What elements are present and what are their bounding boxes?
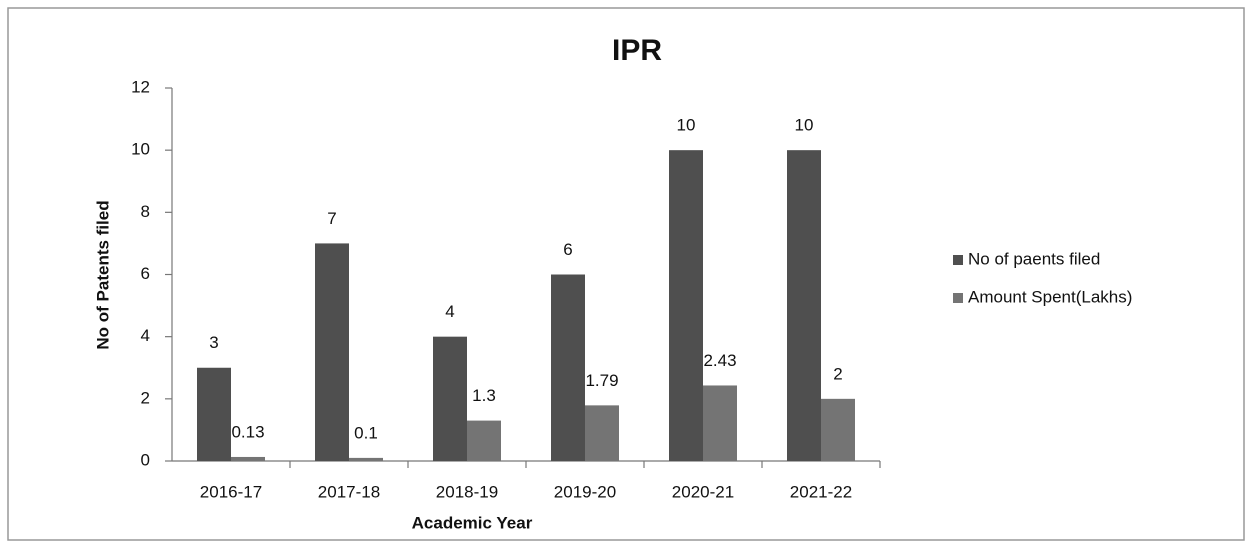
bar	[349, 457, 383, 461]
data-label: 2	[833, 364, 842, 383]
x-tick-label: 2018-19	[436, 482, 498, 501]
bar	[787, 150, 821, 461]
legend-swatch	[953, 255, 963, 265]
chart-frame	[7, 7, 1245, 541]
legend-label: No of paents filed	[968, 249, 1100, 268]
data-label: 3	[209, 333, 218, 352]
bar	[821, 398, 855, 461]
x-tick-label: 2016-17	[200, 482, 262, 501]
data-label: 2.43	[703, 351, 736, 370]
bar	[433, 336, 467, 461]
bar	[315, 243, 349, 461]
x-tick-label: 2017-18	[318, 482, 380, 501]
legend-label: Amount Spent(Lakhs)	[968, 287, 1132, 306]
bar	[551, 274, 585, 461]
x-tick-label: 2021-22	[790, 482, 852, 501]
data-label: 1.79	[585, 371, 618, 390]
x-tick-label: 2019-20	[554, 482, 616, 501]
bar	[585, 405, 619, 461]
data-label: 7	[327, 209, 336, 228]
bar	[467, 420, 501, 461]
y-tick-label: 0	[141, 450, 150, 469]
data-label: 10	[795, 116, 814, 135]
legend-swatch	[953, 293, 963, 303]
bar	[669, 150, 703, 461]
bar	[231, 456, 265, 461]
data-label: 6	[563, 240, 572, 259]
y-tick-label: 2	[141, 388, 150, 407]
data-label: 10	[677, 116, 696, 135]
data-label: 0.1	[354, 423, 378, 442]
chart-title: IPR	[612, 34, 662, 67]
y-tick-label: 10	[131, 140, 150, 159]
y-tick-label: 12	[131, 77, 150, 96]
data-label: 1.3	[472, 386, 496, 405]
y-axis-label: No of Patents filed	[93, 200, 112, 349]
y-tick-label: 6	[141, 264, 150, 283]
data-label: 4	[445, 302, 454, 321]
x-tick-label: 2020-21	[672, 482, 734, 501]
data-label: 0.13	[231, 422, 264, 441]
bar	[703, 385, 737, 461]
y-tick-label: 8	[141, 202, 150, 221]
x-axis-label: Academic Year	[412, 513, 533, 532]
y-tick-label: 4	[141, 326, 150, 345]
bar	[197, 367, 231, 461]
